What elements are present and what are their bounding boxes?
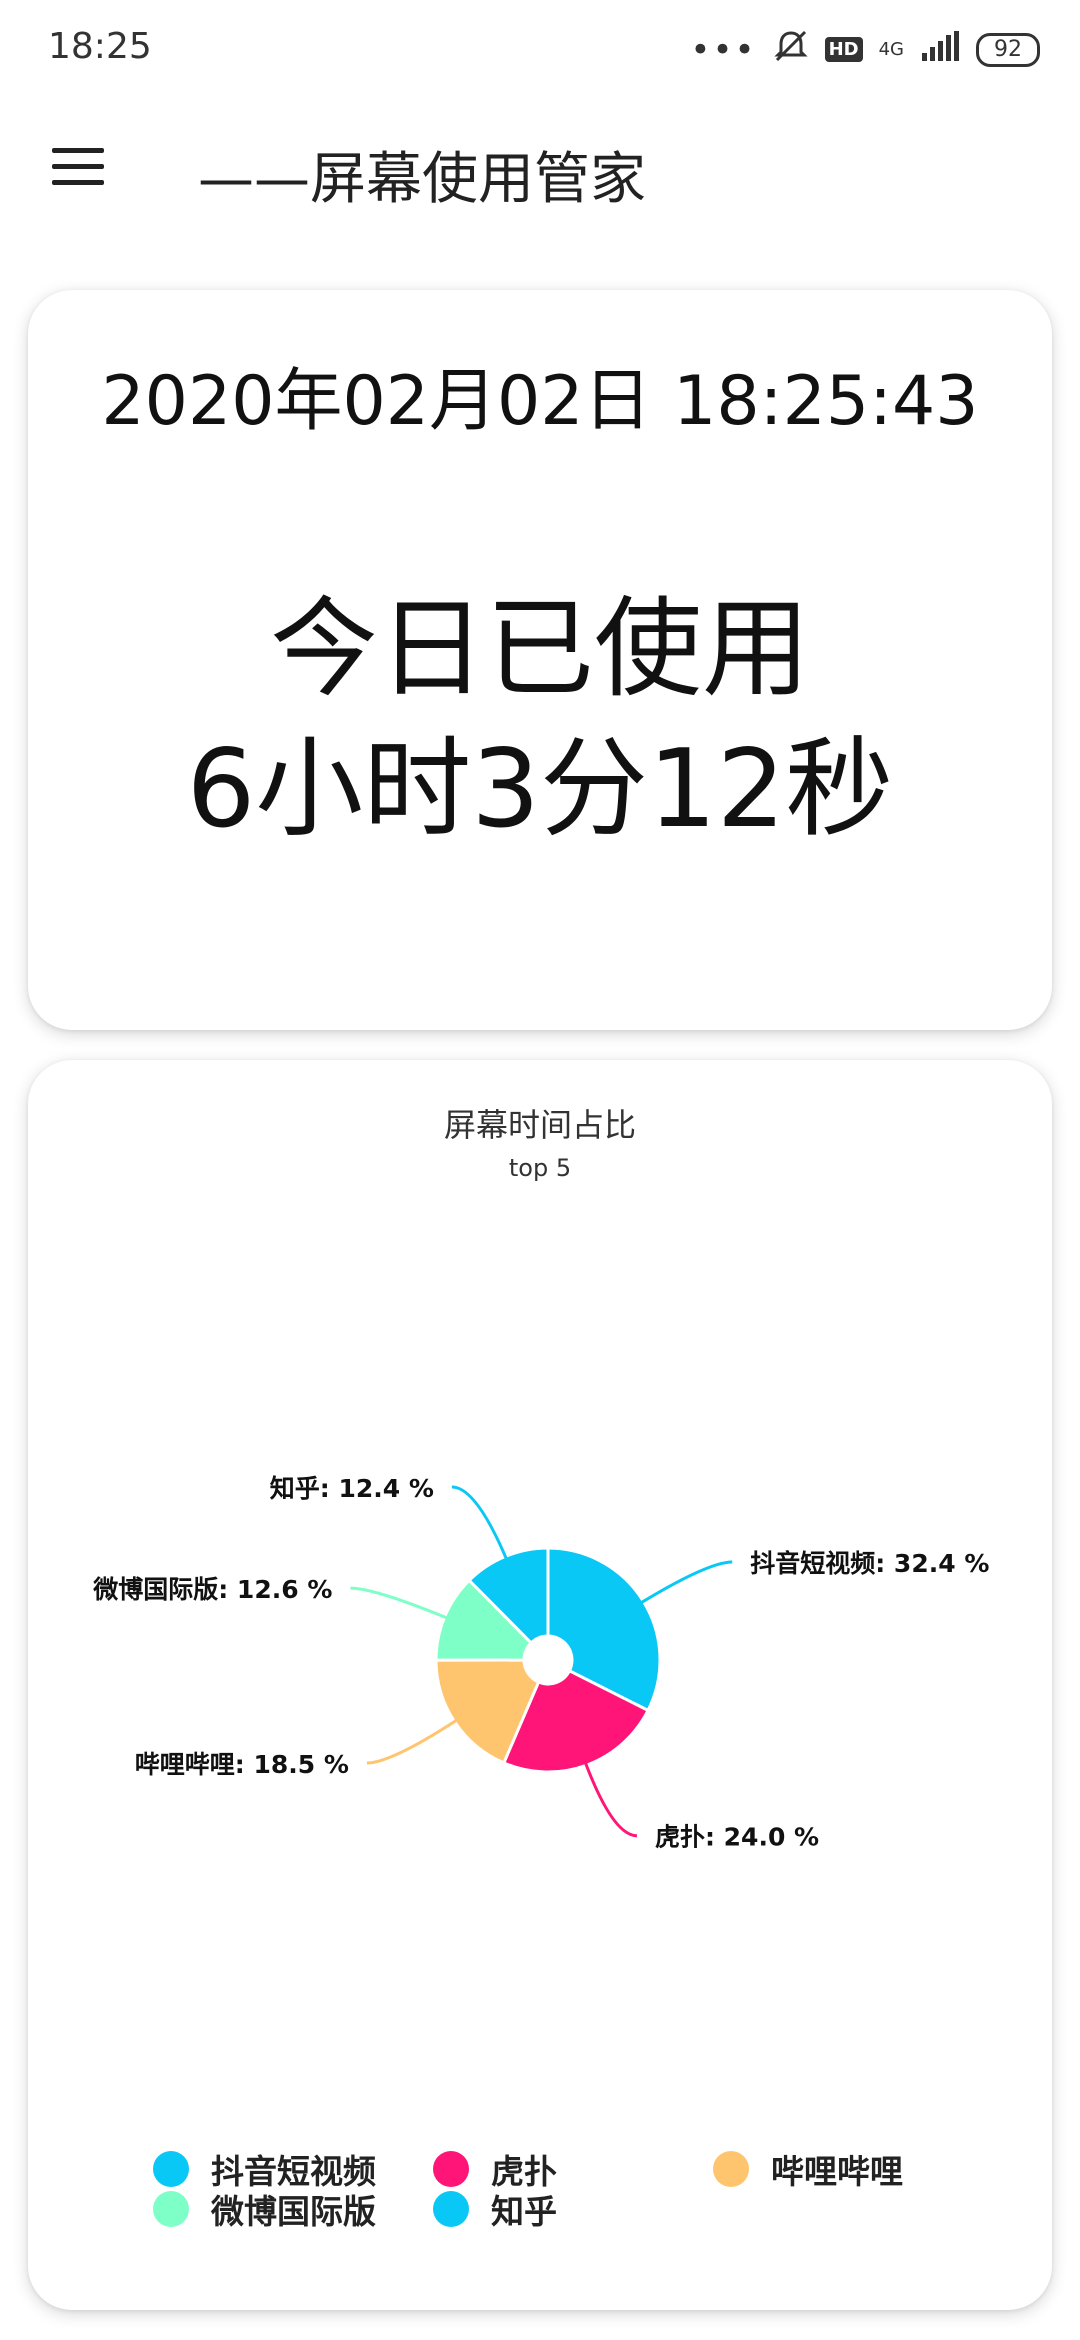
chart-card: 屏幕时间占比 top 5 抖音短视频: 32.4 % 虎扑: 24.0 % 哔哩哔哩… [28, 1060, 1052, 2310]
app-bar: ——屏幕使用管家 [0, 100, 1080, 230]
legend-item-4[interactable]: 知乎 [433, 2185, 557, 2233]
status-time: 18:25 [48, 26, 152, 67]
leader-line-4 [451, 1485, 511, 1567]
pie-slice-1[interactable] [501, 1668, 651, 1774]
leader-line-0 [634, 1560, 733, 1608]
legend-label: 知乎 [491, 2192, 557, 2231]
legend-dot [153, 2151, 189, 2187]
legend-item-3[interactable]: 微博国际版 [153, 2185, 376, 2233]
app-title: ——屏幕使用管家 [198, 147, 646, 212]
usage-card: 2020年02月02日 18:25:43 今日已使用 6小时3分12秒 [28, 290, 1052, 1030]
legend-label: 微博国际版 [211, 2192, 376, 2231]
slice-label-2: 哔哩哔哩: 18.5 % [135, 1750, 349, 1779]
legend-dot [713, 2151, 749, 2187]
more-dots-icon: ••• [690, 29, 757, 70]
legend-label: 哔哩哔哩 [771, 2152, 903, 2191]
legend-label: 虎扑 [491, 2152, 557, 2191]
legend-label: 抖音短视频 [211, 2152, 376, 2191]
slice-label-3: 微博国际版: 12.6 % [92, 1575, 332, 1604]
slice-label-1: 虎扑: 24.0 % [655, 1823, 819, 1852]
pie-chart: 抖音短视频: 32.4 % 虎扑: 24.0 % 哔哩哔哩: 18.5 % 微博国际版… [92, 1474, 989, 1852]
hamburger-menu-icon[interactable] [52, 148, 104, 188]
alarm-off-icon [773, 28, 809, 71]
pie-slice-4[interactable] [467, 1546, 550, 1646]
usage-label: 今日已使用 [269, 587, 810, 712]
leader-line-1 [581, 1755, 638, 1838]
status-bar: 18:25 ••• HD 4G 92 [0, 0, 1080, 100]
legend-item-2[interactable]: 哔哩哔哩 [713, 2145, 903, 2193]
legend-dot [153, 2191, 189, 2227]
slice-label-4: 知乎: 12.4 % [270, 1474, 434, 1503]
chart-legend: 抖音短视频 虎扑 哔哩哔哩微博国际版 知乎 [28, 2145, 1052, 2265]
battery-icon: 92 [976, 32, 1040, 67]
current-datetime: 2020年02月02日 18:25:43 [101, 362, 979, 441]
status-icons: ••• HD 4G 92 [690, 28, 1040, 71]
network-type: 4G [878, 38, 904, 60]
pie-slice-0[interactable] [546, 1546, 662, 1713]
usage-value: 6小时3分12秒 [186, 727, 894, 852]
legend-item-1[interactable]: 虎扑 [433, 2145, 557, 2193]
leader-line-3 [350, 1586, 455, 1623]
chart-subtitle: top 5 [508, 1154, 572, 1182]
legend-dot [433, 2191, 469, 2227]
chart-title: 屏幕时间占比 [443, 1106, 636, 1144]
pie-slice-3[interactable] [434, 1578, 534, 1662]
hd-icon: HD [824, 37, 863, 62]
pie-slice-2[interactable] [434, 1658, 541, 1765]
leader-line-2 [366, 1714, 464, 1765]
legend-dot [433, 2151, 469, 2187]
signal-icon [920, 31, 960, 68]
slice-label-0: 抖音短视频: 32.4 % [750, 1549, 989, 1578]
legend-item-0[interactable]: 抖音短视频 [153, 2145, 376, 2193]
